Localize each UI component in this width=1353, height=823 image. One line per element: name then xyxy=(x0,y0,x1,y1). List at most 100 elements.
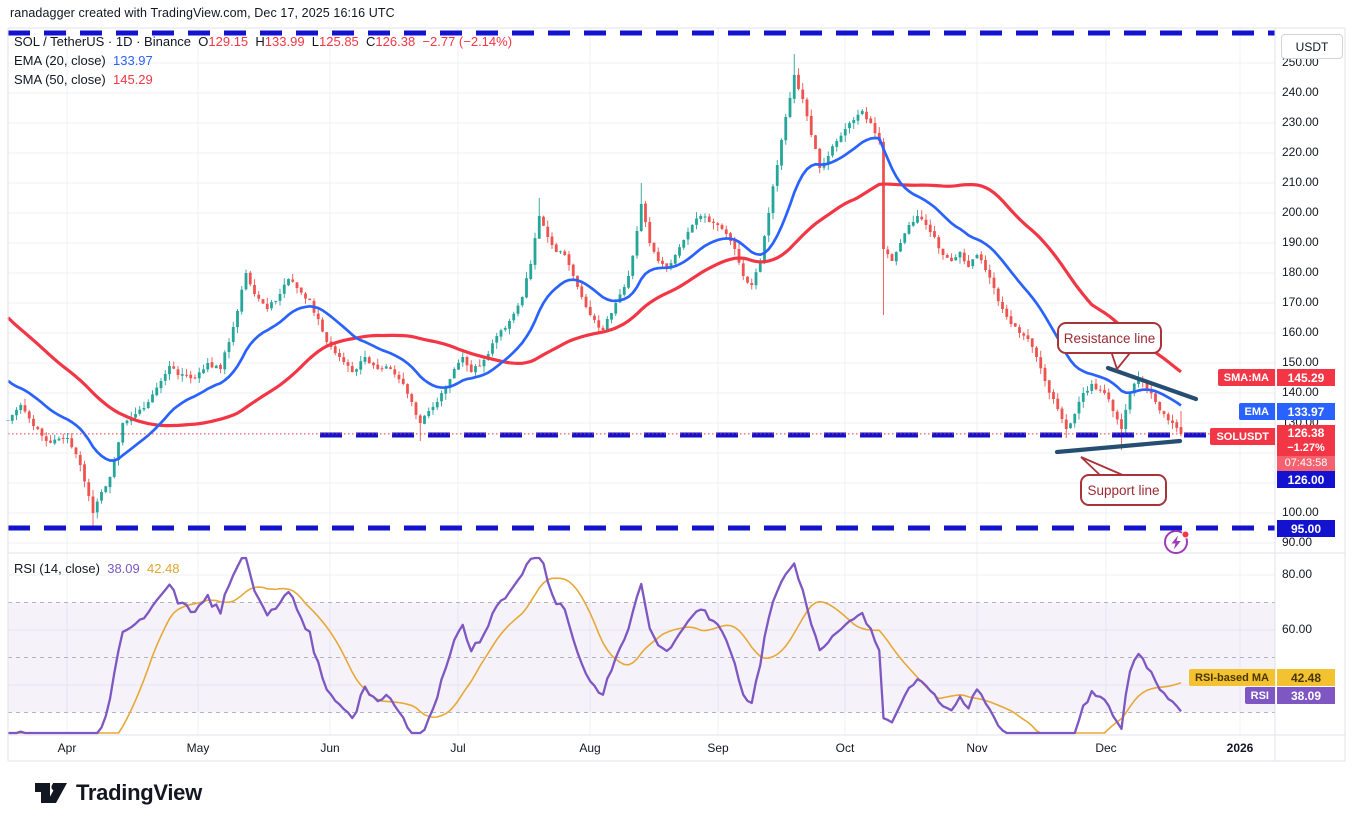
candle-body xyxy=(661,260,664,264)
candle-body xyxy=(36,426,40,430)
candle-body xyxy=(202,369,205,374)
time-label: Dec xyxy=(1095,741,1117,755)
candle-body xyxy=(588,306,592,315)
candle-body xyxy=(1047,380,1051,393)
candle-body xyxy=(461,357,465,363)
candle-body xyxy=(1035,347,1038,357)
candle-body xyxy=(567,254,571,266)
candle-body xyxy=(571,264,575,276)
ema-value: 133.97 xyxy=(113,53,153,68)
ohlc-high-label: H xyxy=(255,34,265,49)
candle-body xyxy=(151,394,154,403)
time-label: Apr xyxy=(57,741,77,755)
candle-body xyxy=(907,225,911,234)
candle-body xyxy=(278,294,282,301)
candle-body xyxy=(397,374,401,380)
candle-body xyxy=(1128,393,1132,410)
candle-body xyxy=(380,368,384,370)
candle-body xyxy=(627,276,630,288)
candle-body xyxy=(720,224,724,229)
candle-body xyxy=(406,384,409,394)
candle-body xyxy=(176,369,180,375)
ema-legend-row[interactable]: EMA (20, close) 133.97 xyxy=(14,52,512,70)
candle-body xyxy=(478,365,482,367)
price-tick: 210.00 xyxy=(1282,175,1319,189)
candle-body xyxy=(639,204,643,232)
candle-body xyxy=(652,242,656,252)
candle-body xyxy=(342,357,346,362)
candle-body xyxy=(440,393,443,402)
candle-body xyxy=(1069,423,1072,429)
candle-body xyxy=(763,236,766,261)
candle-body xyxy=(601,327,605,330)
price-tick: 180.00 xyxy=(1282,265,1319,279)
candle-body xyxy=(686,231,690,240)
resistance-callout[interactable]: Resistance line xyxy=(1057,322,1162,354)
candle-body xyxy=(962,252,966,262)
candle-body xyxy=(83,464,86,482)
candle-body xyxy=(87,482,91,497)
time-label: Oct xyxy=(835,741,855,755)
candle-body xyxy=(754,272,758,286)
candle-body xyxy=(928,224,932,232)
candle-body xyxy=(554,244,558,252)
tradingview-logo-mark xyxy=(35,783,67,803)
candle-body xyxy=(304,293,307,299)
symbol-legend-row[interactable]: SOL / TetherUS · 1D · Binance O129.15 H1… xyxy=(14,33,512,51)
candle-body xyxy=(580,286,584,297)
candle-body xyxy=(631,255,635,276)
candle-body xyxy=(270,302,273,309)
quick-action-flash-icon[interactable] xyxy=(1161,526,1193,563)
candle-body xyxy=(656,251,660,261)
candle-body xyxy=(1145,381,1149,390)
time-label: May xyxy=(186,741,210,755)
rsi-legend-row[interactable]: RSI (14, close) 38.09 42.48 xyxy=(14,561,180,576)
candle-body xyxy=(49,440,52,443)
support-trend-line[interactable] xyxy=(1054,438,1183,455)
candle-body xyxy=(299,287,303,293)
support-callout[interactable]: Support line xyxy=(1080,474,1167,506)
candle-body xyxy=(61,437,65,439)
candle-body xyxy=(389,367,392,369)
candle-body xyxy=(771,186,775,214)
candle-body xyxy=(1026,335,1030,339)
candle-body xyxy=(427,411,431,417)
candle-body xyxy=(733,240,737,249)
candle-body xyxy=(848,123,851,129)
price-tick: 230.00 xyxy=(1282,115,1319,129)
candle-body xyxy=(414,402,418,415)
rsi-ma-axis-value: 42.48 xyxy=(1277,669,1335,686)
candle-body xyxy=(737,248,741,263)
candle-body xyxy=(954,257,958,261)
candle-body xyxy=(359,361,363,370)
candle-body xyxy=(244,273,248,290)
candle-body xyxy=(746,276,749,283)
candle-body xyxy=(597,320,601,328)
candle-body xyxy=(231,327,235,343)
candle-body xyxy=(206,363,210,370)
candle-body xyxy=(457,362,460,370)
price-tick: 160.00 xyxy=(1282,325,1319,339)
price-tick: 190.00 xyxy=(1282,235,1319,249)
sma-legend-row[interactable]: SMA (50, close) 145.29 xyxy=(14,71,512,89)
ema-axis-value: 133.97 xyxy=(1277,403,1335,420)
candle-body xyxy=(384,366,388,369)
candle-body xyxy=(644,203,647,223)
time-label: Jun xyxy=(320,741,340,755)
candle-body xyxy=(593,315,596,320)
last-price-badge: 126.38 −1.27% 07:43:58 xyxy=(1277,425,1335,471)
candle-body xyxy=(1081,393,1085,402)
currency-toggle-button[interactable]: USDT xyxy=(1281,34,1343,59)
resistance-trend-line[interactable] xyxy=(1105,365,1199,402)
candle-body xyxy=(767,213,771,236)
candle-body xyxy=(95,501,99,513)
candle-body xyxy=(219,364,222,369)
candle-body xyxy=(1120,419,1123,429)
candle-body xyxy=(1158,402,1162,411)
candle-body xyxy=(1179,427,1183,434)
candle-body xyxy=(996,288,1000,302)
candle-body xyxy=(971,259,975,267)
tradingview-logo[interactable]: TradingView xyxy=(34,777,202,809)
legend: SOL / TetherUS · 1D · Binance O129.15 H1… xyxy=(14,33,512,90)
